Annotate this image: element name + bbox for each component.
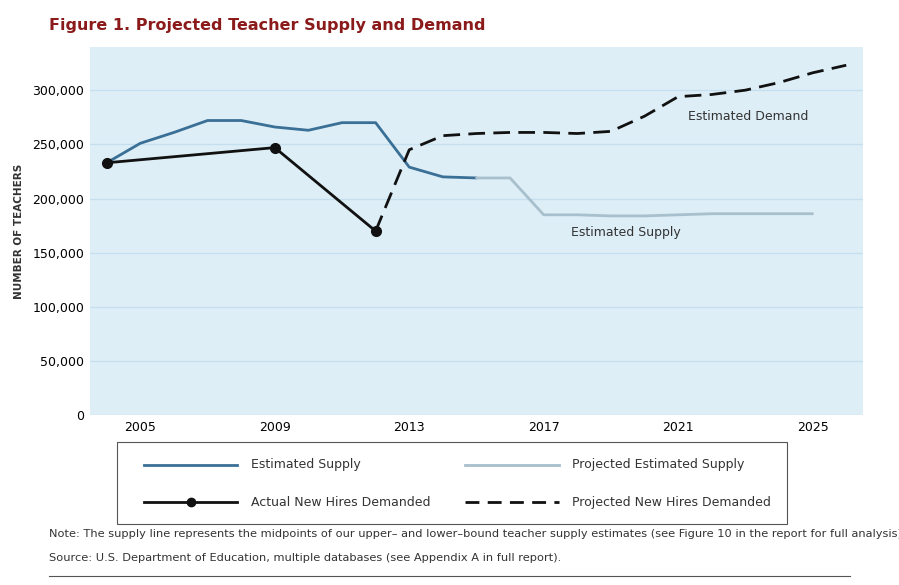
Text: Source: U.S. Department of Education, multiple databases (see Appendix A in full: Source: U.S. Department of Education, mu… [49,553,562,563]
Y-axis label: NUMBER OF TEACHERS: NUMBER OF TEACHERS [14,163,24,299]
Text: Actual New Hires Demanded: Actual New Hires Demanded [251,495,431,509]
Text: Note: The supply line represents the midpoints of our upper– and lower–bound tea: Note: The supply line represents the mid… [49,529,899,539]
Text: Projected Estimated Supply: Projected Estimated Supply [573,458,744,471]
Text: Estimated Supply: Estimated Supply [251,458,360,471]
Text: Projected New Hires Demanded: Projected New Hires Demanded [573,495,771,509]
Text: Estimated Supply: Estimated Supply [571,226,681,239]
Text: Figure 1. Projected Teacher Supply and Demand: Figure 1. Projected Teacher Supply and D… [49,18,486,33]
Text: Estimated Demand: Estimated Demand [689,109,808,123]
